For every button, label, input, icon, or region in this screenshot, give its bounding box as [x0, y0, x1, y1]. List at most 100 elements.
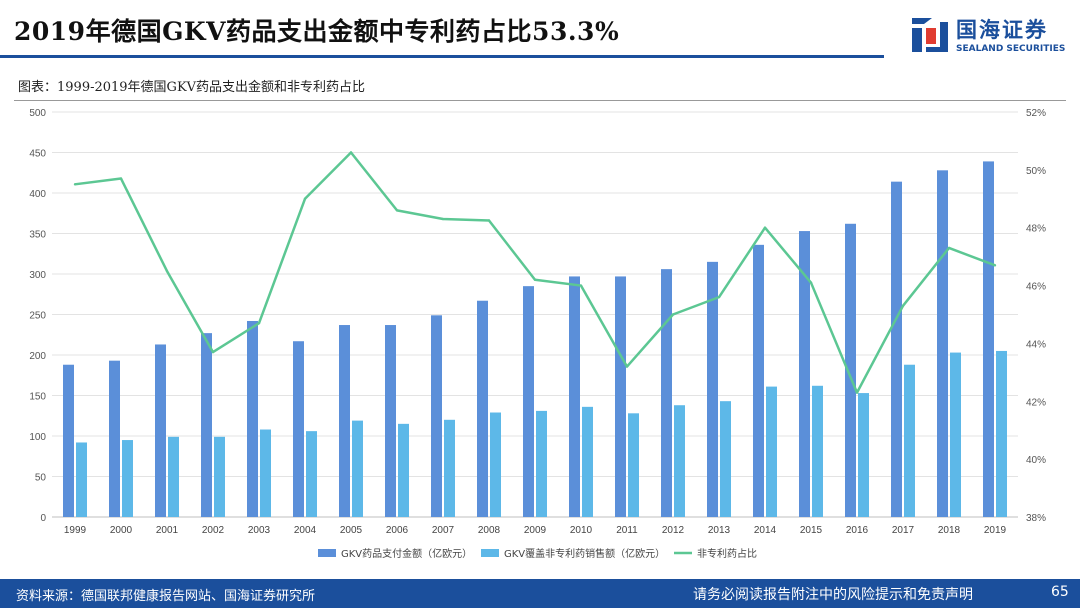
line-point	[579, 284, 583, 287]
bar-generic-sales	[490, 412, 501, 517]
x-tick-label: 2013	[708, 525, 731, 536]
line-point	[73, 183, 77, 186]
bar-gkv-spending	[799, 231, 810, 517]
y-right-tick-label: 50%	[1026, 166, 1046, 177]
bar-gkv-spending	[339, 325, 350, 517]
x-tick-label: 2009	[524, 525, 547, 536]
x-tick-label: 2004	[294, 525, 317, 536]
y-left-tick-label: 50	[35, 473, 47, 484]
line-point	[395, 209, 399, 212]
logo-text-en: SEALAND SECURITIES	[956, 44, 1066, 54]
line-point	[993, 264, 997, 267]
bar-gkv-spending	[477, 300, 488, 517]
line-point	[487, 219, 491, 222]
x-tick-label: 2002	[202, 525, 225, 536]
bar-gkv-spending	[891, 181, 902, 517]
x-tick-label: 1999	[64, 525, 87, 536]
bar-generic-sales	[214, 436, 225, 517]
subtitle-divider	[14, 100, 1066, 101]
bar-generic-sales	[674, 405, 685, 517]
bar-generic-sales	[306, 431, 317, 517]
x-tick-label: 2011	[616, 525, 638, 536]
line-point	[441, 217, 445, 221]
y-right-tick-label: 38%	[1026, 513, 1046, 524]
bar-gkv-spending	[247, 320, 258, 517]
line-point	[211, 350, 215, 354]
y-left-tick-label: 250	[29, 311, 46, 322]
y-left-tick-label: 350	[29, 230, 46, 241]
y-right-tick-label: 52%	[1026, 108, 1046, 119]
line-point	[717, 295, 721, 299]
line-point	[119, 177, 123, 180]
line-point	[855, 391, 859, 394]
bar-generic-sales	[628, 413, 639, 517]
line-point	[165, 269, 169, 273]
line-point	[901, 304, 905, 308]
bar-generic-sales	[398, 423, 409, 517]
x-tick-label: 2019	[984, 525, 1007, 536]
x-tick-label: 2014	[754, 525, 777, 536]
legend-label-generic-sales: GKV覆盖非专利药销售额（亿欧元）	[504, 547, 665, 560]
bar-gkv-spending	[937, 170, 948, 517]
bar-gkv-spending	[293, 341, 304, 517]
x-tick-label: 2007	[432, 525, 455, 536]
x-tick-label: 2018	[938, 525, 961, 536]
bar-gkv-spending	[109, 360, 120, 517]
bar-generic-sales	[950, 352, 961, 517]
bar-gkv-spending	[523, 286, 534, 517]
bar-generic-sales	[858, 393, 869, 517]
x-tick-label: 2012	[662, 525, 685, 536]
bar-generic-sales	[582, 406, 593, 517]
bar-gkv-spending	[569, 276, 580, 517]
bar-gkv-spending	[155, 344, 166, 517]
x-tick-label: 2010	[570, 525, 593, 536]
line-point	[947, 246, 951, 250]
footer-bar: 资料来源：德国联邦健康报告网站、国海证券研究所 请务必阅读报告附注中的风险提示和…	[0, 579, 1080, 608]
bar-generic-sales	[904, 364, 915, 517]
x-tick-label: 2003	[248, 525, 271, 536]
bar-generic-sales	[996, 350, 1007, 517]
bar-gkv-spending	[845, 223, 856, 517]
line-point	[625, 365, 629, 368]
x-tick-label: 2005	[340, 525, 363, 536]
y-left-tick-label: 150	[29, 392, 46, 403]
chart-subtitle: 图表：1999-2019年德国GKV药品支出金额和非专利药占比	[18, 80, 366, 95]
bar-gkv-spending	[753, 244, 764, 517]
footer-disclaimer[interactable]: 请务必阅读报告附注中的风险提示和免责声明	[693, 587, 973, 603]
line-point	[763, 226, 767, 229]
line-point	[671, 313, 675, 316]
bar-generic-sales	[444, 419, 455, 517]
footer-source: 资料来源：德国联邦健康报告网站、国海证券研究所	[16, 589, 316, 604]
x-tick-label: 2016	[846, 525, 869, 536]
line-generic-share	[74, 151, 996, 394]
x-tick-label: 2017	[892, 525, 915, 536]
bar-generic-sales	[812, 385, 823, 517]
bar-gkv-spending	[431, 315, 442, 517]
y-left-tick-label: 100	[29, 432, 46, 443]
legend-swatch-generic-sales	[481, 549, 499, 557]
y-left-tick-label: 400	[29, 189, 46, 200]
title-divider	[0, 55, 884, 58]
legend-swatch-gkv-spending	[318, 549, 336, 557]
bar-gkv-spending	[661, 269, 672, 517]
y-right-tick-label: 40%	[1026, 455, 1046, 466]
y-left-tick-label: 200	[29, 351, 46, 362]
bar-generic-sales	[168, 436, 179, 517]
y-right-tick-label: 46%	[1026, 282, 1046, 293]
bar-gkv-spending	[983, 161, 994, 517]
line-point	[257, 321, 261, 325]
legend-label-generic-share: 非专利药占比	[697, 547, 757, 560]
line-point	[349, 151, 353, 154]
bar-generic-sales	[260, 429, 271, 517]
chart: 0 50 100 150 200 250 300 350 400 450 500 38% 40% 42% 4…	[29, 108, 1046, 560]
bar-gkv-spending	[63, 364, 74, 517]
bar-gkv-spending	[201, 333, 212, 517]
bar-gkv-spending	[385, 325, 396, 517]
y-right-tick-label: 48%	[1026, 224, 1046, 235]
y-left-tick-label: 450	[29, 149, 46, 160]
bar-generic-sales	[352, 420, 363, 517]
x-tick-label: 2015	[800, 525, 823, 536]
bar-gkv-spending	[707, 261, 718, 517]
y-left-tick-label: 0	[40, 513, 46, 524]
bar-generic-sales	[766, 386, 777, 517]
